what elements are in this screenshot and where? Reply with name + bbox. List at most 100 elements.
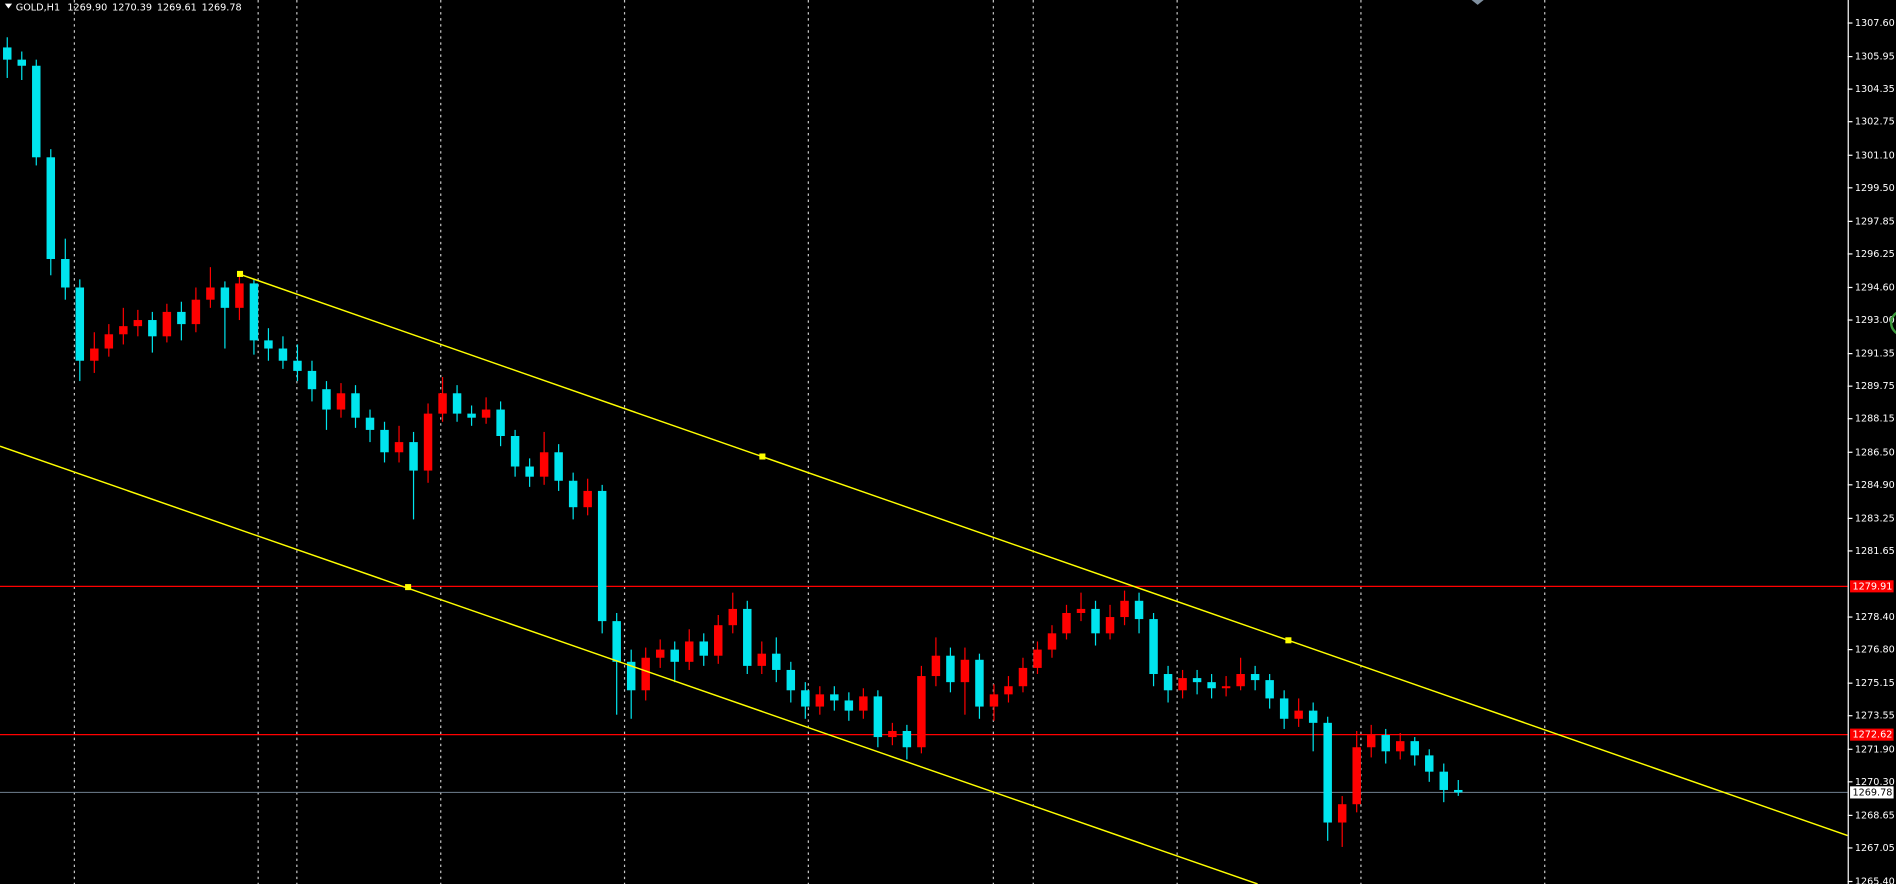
candle-body <box>859 696 868 711</box>
candle-body <box>336 393 346 410</box>
anchor-point[interactable] <box>759 453 766 460</box>
candle-body <box>409 442 418 471</box>
y-tick-label: 1296.25 <box>1855 249 1895 260</box>
anchor-point[interactable] <box>1285 637 1292 644</box>
trend-line[interactable] <box>0 445 1258 884</box>
candle-body <box>133 320 143 327</box>
candle-body <box>365 417 375 430</box>
candle-body <box>278 348 288 361</box>
y-tick-label: 1283.25 <box>1855 513 1895 524</box>
candle-body <box>685 641 694 662</box>
price-label-box <box>1850 728 1894 741</box>
y-tick-label: 1276.80 <box>1855 645 1895 656</box>
y-tick-label: 1278.40 <box>1855 612 1895 623</box>
candle-body <box>1047 633 1057 650</box>
anchor-point[interactable] <box>237 270 244 277</box>
candle-body <box>46 157 56 260</box>
candle-body <box>235 283 244 308</box>
current-price-label: 1269.78 <box>1852 787 1892 798</box>
candle-body <box>1120 600 1129 618</box>
candle-body <box>772 653 781 670</box>
candle-body <box>1033 649 1042 668</box>
candle-body <box>1134 600 1144 620</box>
trend-line[interactable] <box>240 273 1848 837</box>
candle-body <box>873 696 883 738</box>
candle-body <box>1366 735 1376 748</box>
plot <box>0 37 1848 847</box>
y-tick-label: 1281.65 <box>1855 546 1895 557</box>
y-tick-label: 1307.60 <box>1855 18 1895 29</box>
candle-body <box>902 730 912 748</box>
candle-body <box>1221 686 1231 689</box>
candle-body <box>1178 678 1187 691</box>
y-tick-label: 1291.35 <box>1855 349 1895 360</box>
y-tick-label: 1268.65 <box>1855 810 1895 821</box>
candle-body <box>467 413 476 418</box>
candle-body <box>960 659 970 683</box>
y-tick-label: 1304.35 <box>1855 84 1895 95</box>
candle-body <box>1294 710 1303 719</box>
candle-body <box>293 360 302 371</box>
shift-marker <box>1471 0 1484 5</box>
candle-body <box>394 442 404 453</box>
candle-body <box>757 653 767 666</box>
candle-body <box>888 730 897 738</box>
candle-body <box>1149 619 1158 675</box>
header-value: 1270.39 <box>112 2 152 13</box>
candle-body <box>481 409 491 418</box>
candle-body <box>786 669 796 691</box>
candle-body <box>946 655 955 683</box>
y-tick-label: 1275.15 <box>1855 678 1895 689</box>
candle-body <box>351 393 360 418</box>
candle-body <box>714 625 723 656</box>
y-tick-label: 1297.85 <box>1855 216 1895 227</box>
candle-body <box>1250 674 1260 681</box>
candle-body <box>743 608 752 666</box>
price-axis: 1307.60 1305.95 1304.35 1302.75 1301.10 1299.… <box>1847 0 1895 884</box>
candle-body <box>1105 617 1115 634</box>
candle-body <box>452 393 462 414</box>
trade-icon[interactable] <box>1889 311 1896 335</box>
candle-body <box>510 435 520 467</box>
candle-body <box>554 452 563 481</box>
candle-body <box>989 694 999 707</box>
y-tick-label: 1286.50 <box>1855 447 1895 458</box>
candle-body <box>612 621 621 662</box>
candle-body <box>1076 608 1086 613</box>
candle-body <box>17 59 26 66</box>
candle-body <box>641 657 650 691</box>
candle-body <box>728 608 737 626</box>
candle-body <box>815 694 825 707</box>
trend-channel <box>0 270 1848 884</box>
anchor-point[interactable] <box>405 584 412 591</box>
y-tick-label: 1302.75 <box>1855 117 1895 128</box>
header-value: 1269.78 <box>202 2 242 13</box>
candle-body <box>670 649 679 662</box>
price-label: 1279.91 <box>1852 581 1892 592</box>
header-value: 1269.61 <box>157 2 197 13</box>
y-tick-label: 1270.30 <box>1855 777 1895 788</box>
candle-body <box>438 393 447 414</box>
candle-body <box>583 490 592 508</box>
candle-body <box>32 65 41 158</box>
candle-body <box>191 299 201 325</box>
candle-body <box>162 311 172 337</box>
candle-body <box>1396 741 1405 752</box>
candle-body <box>1454 789 1463 793</box>
header-value: 1269.90 <box>67 2 107 13</box>
y-tick-label: 1305.95 <box>1855 52 1895 63</box>
candle-body <box>1091 608 1100 634</box>
candle-body <box>206 287 215 300</box>
symbol: GOLD,H1 <box>16 2 60 13</box>
candle-body <box>1323 722 1332 823</box>
candle-body <box>104 334 114 349</box>
y-tick-label: 1293.00 <box>1855 315 1895 326</box>
candle-body <box>75 287 85 361</box>
menu-arrow[interactable] <box>4 3 13 9</box>
y-tick-label: 1289.75 <box>1855 381 1895 392</box>
price-label: 1272.62 <box>1852 730 1892 741</box>
candle-body <box>525 466 534 477</box>
candle-body <box>830 694 839 701</box>
candle-body <box>1163 674 1173 691</box>
